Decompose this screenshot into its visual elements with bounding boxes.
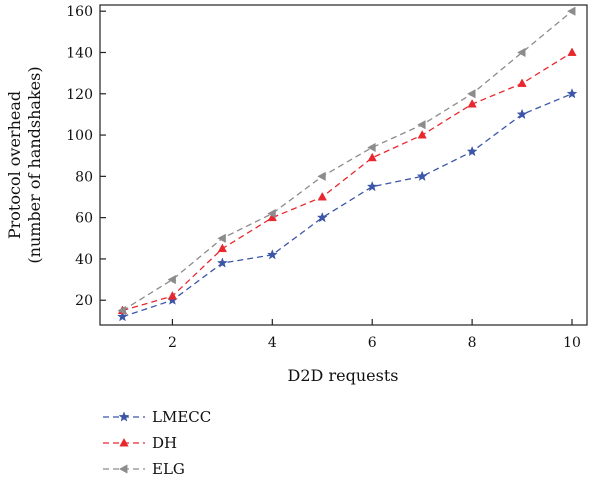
y-tick-label: 100 bbox=[66, 128, 93, 144]
y-axis: 20 40 60 80 100 120 140 160 bbox=[66, 4, 106, 309]
data-point-lmecc bbox=[466, 145, 478, 157]
data-point-dh bbox=[167, 291, 178, 300]
data-point-dh bbox=[217, 243, 227, 253]
plot-frame bbox=[99, 4, 588, 326]
series-layer bbox=[117, 6, 578, 322]
y-axis-title-line-1: Protocol overhead bbox=[5, 91, 24, 239]
data-point-elg bbox=[217, 233, 226, 243]
data-point-lmecc bbox=[216, 257, 228, 268]
y-axis-title: Protocol overhead (number of handshakes) bbox=[5, 66, 44, 263]
x-tick-label: 8 bbox=[468, 335, 477, 351]
legend-marker bbox=[118, 411, 130, 422]
y-tick-label: 40 bbox=[75, 252, 93, 268]
y-tick-label: 60 bbox=[75, 211, 93, 227]
legend-item-elg: ELG bbox=[103, 460, 185, 478]
data-point-elg bbox=[167, 274, 176, 285]
data-point-elg bbox=[117, 305, 126, 316]
legend-marker bbox=[119, 437, 129, 447]
data-point-elg bbox=[267, 208, 276, 219]
legend-label: ELG bbox=[152, 460, 185, 478]
series-line-dh bbox=[122, 51, 573, 312]
legend-item-lmecc: LMECC bbox=[103, 408, 211, 426]
data-point-dh bbox=[417, 130, 427, 139]
y-tick-label: 20 bbox=[75, 293, 93, 309]
x-tick-label: 2 bbox=[168, 335, 177, 351]
y-tick-label: 120 bbox=[66, 87, 93, 103]
y-tick-label: 160 bbox=[66, 4, 93, 20]
data-point-lmecc bbox=[366, 180, 378, 192]
data-point-dh bbox=[317, 191, 327, 201]
x-tick-label: 4 bbox=[268, 335, 277, 351]
data-point-elg bbox=[317, 171, 326, 181]
data-point-lmecc bbox=[516, 108, 528, 120]
data-point-dh bbox=[517, 78, 527, 87]
legend-marker bbox=[118, 464, 128, 474]
data-point-lmecc bbox=[316, 211, 328, 223]
data-point-elg bbox=[367, 142, 376, 153]
series-line-lmecc bbox=[122, 93, 573, 318]
y-tick-label: 140 bbox=[66, 45, 93, 61]
data-point-lmecc bbox=[416, 170, 428, 181]
data-point-elg bbox=[517, 47, 526, 58]
legend-item-dh: DH bbox=[103, 434, 177, 452]
data-point-lmecc bbox=[566, 88, 578, 99]
x-axis: 2 4 6 8 10 bbox=[168, 319, 581, 351]
series-dh bbox=[117, 47, 577, 314]
y-tick-label: 80 bbox=[75, 169, 93, 185]
x-tick-label: 6 bbox=[368, 335, 377, 351]
legend: LMECC DH ELG bbox=[103, 408, 211, 478]
data-point-dh bbox=[367, 152, 377, 162]
data-point-elg bbox=[417, 120, 426, 130]
legend-label: LMECC bbox=[152, 408, 211, 426]
x-tick-label: 10 bbox=[563, 335, 581, 351]
data-point-elg bbox=[566, 6, 576, 16]
series-elg bbox=[117, 6, 576, 316]
data-point-dh bbox=[567, 47, 577, 56]
x-axis-title: D2D requests bbox=[288, 366, 399, 385]
data-point-elg bbox=[467, 89, 476, 99]
series-line-elg bbox=[122, 10, 573, 312]
legend-label: DH bbox=[152, 434, 177, 452]
data-point-lmecc bbox=[117, 311, 128, 322]
data-point-lmecc bbox=[266, 249, 278, 260]
y-axis-title-line-2: (number of handshakes) bbox=[25, 66, 44, 263]
data-point-dh bbox=[467, 99, 477, 108]
series-lmecc bbox=[117, 88, 578, 322]
